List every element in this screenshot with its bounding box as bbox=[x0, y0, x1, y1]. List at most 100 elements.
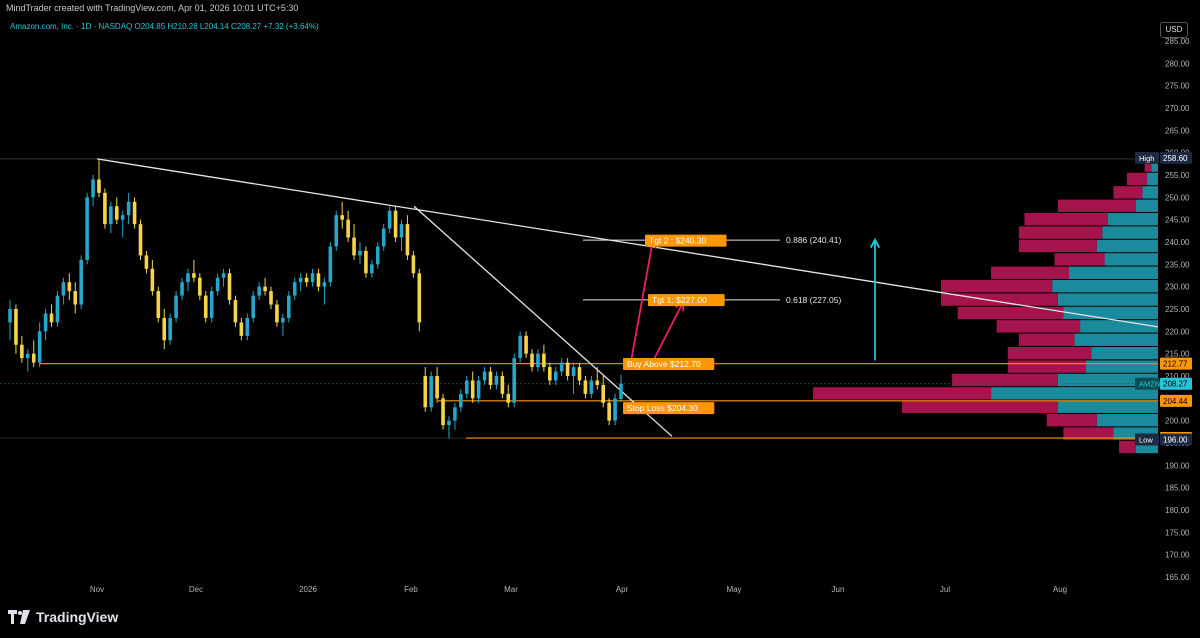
y-tick-label: 220.00 bbox=[1165, 327, 1190, 336]
price-axis: 285.00280.00275.00270.00265.00260.00255.… bbox=[1165, 37, 1190, 582]
candle-body bbox=[411, 255, 416, 274]
upside-arrow-head bbox=[869, 237, 881, 249]
candle-body bbox=[25, 353, 30, 359]
volume-buy-bar bbox=[1068, 266, 1158, 279]
candle-body bbox=[162, 317, 167, 341]
descending-trendline bbox=[96, 158, 1159, 328]
candle-body bbox=[91, 179, 95, 198]
trendlines bbox=[96, 158, 1159, 437]
target1-label-box bbox=[648, 294, 725, 307]
volume-sell-bar bbox=[1018, 226, 1103, 239]
candle-body bbox=[470, 380, 475, 399]
volume-sell-bar bbox=[1018, 333, 1075, 346]
volume-sell-bar bbox=[1144, 159, 1152, 172]
candle-body bbox=[358, 250, 362, 256]
volume-sell-bar bbox=[996, 320, 1081, 333]
candle-body bbox=[251, 295, 256, 318]
candle-body bbox=[150, 268, 155, 292]
y-tick-label: 180.00 bbox=[1165, 506, 1190, 515]
y-tick-label: 270.00 bbox=[1165, 104, 1190, 113]
candle-body bbox=[43, 313, 48, 332]
y-tick-label: 190.00 bbox=[1165, 461, 1190, 470]
steep-trendline bbox=[413, 205, 673, 437]
y-tick-label: 280.00 bbox=[1165, 59, 1190, 68]
candle-body bbox=[375, 246, 380, 265]
symbol-legend[interactable]: Amazon.com, Inc. · 1D · NASDAQ O204.85 H… bbox=[10, 22, 319, 31]
brand-name: TradingView bbox=[36, 609, 119, 625]
candle-body bbox=[61, 282, 66, 296]
volume-buy-bar bbox=[1085, 360, 1158, 373]
candle-body bbox=[346, 219, 350, 238]
candle-body bbox=[103, 192, 107, 225]
volume-sell-bar bbox=[1024, 212, 1108, 226]
x-tick-label: Dec bbox=[189, 585, 203, 594]
candle-body bbox=[577, 367, 582, 381]
volume-buy-bar bbox=[1104, 253, 1158, 266]
price-tag bbox=[1160, 151, 1192, 164]
volume-buy-bar bbox=[1091, 346, 1158, 360]
volume-buy-bar bbox=[1057, 400, 1158, 413]
candle-body bbox=[138, 224, 143, 256]
candle-body bbox=[257, 286, 261, 296]
candlestick-series bbox=[8, 158, 623, 439]
candle-body bbox=[393, 210, 398, 238]
candle-body bbox=[126, 201, 131, 216]
y-tick-label: 215.00 bbox=[1165, 350, 1190, 359]
candle-body bbox=[37, 331, 42, 363]
y-tick-label: 275.00 bbox=[1165, 82, 1190, 91]
target2-arrow bbox=[629, 239, 654, 368]
x-tick-label: Apr bbox=[616, 585, 629, 594]
trade-annotations: Tgt 2 : $240.30 Tgt 1: $227.00 Buy Above $… bbox=[623, 234, 881, 415]
candle-body bbox=[328, 246, 333, 283]
price-tag bbox=[1160, 357, 1192, 370]
candle-body bbox=[524, 335, 528, 354]
price-levels bbox=[0, 158, 1158, 439]
stop-label: Stop Loss $204.30 bbox=[627, 403, 698, 413]
price-tag bbox=[1160, 377, 1192, 390]
brand[interactable]: TradingView bbox=[8, 609, 118, 625]
target2-label: Tgt 2 : $240.30 bbox=[649, 236, 706, 246]
candle-body bbox=[589, 380, 594, 394]
candle-body bbox=[381, 228, 386, 247]
candle-body bbox=[132, 201, 137, 225]
stop-label-box bbox=[623, 402, 715, 415]
x-tick-label: Nov bbox=[90, 585, 104, 594]
candle-body bbox=[227, 273, 232, 301]
y-tick-label: 240.00 bbox=[1165, 238, 1190, 247]
volume-buy-bar bbox=[1057, 293, 1158, 306]
candle-body bbox=[476, 380, 481, 399]
price-tag bbox=[1160, 394, 1192, 407]
volume-profile bbox=[813, 159, 1158, 454]
volume-sell-bar bbox=[1007, 360, 1086, 373]
fib-618-label: 0.618 (227.05) bbox=[786, 295, 841, 305]
candle-body bbox=[601, 384, 606, 403]
volume-sell-bar bbox=[991, 266, 1069, 279]
candle-body bbox=[316, 273, 321, 287]
buy-label: Buy Above $212.70 bbox=[627, 359, 701, 369]
x-tick-label: Mar bbox=[504, 585, 518, 594]
candle-body bbox=[536, 353, 540, 368]
price-tag-label-box bbox=[1135, 151, 1159, 164]
candle-body bbox=[453, 407, 457, 421]
candle-body bbox=[310, 273, 315, 283]
x-tick-label: Jun bbox=[832, 585, 845, 594]
currency-button[interactable]: USD bbox=[1160, 22, 1188, 38]
candle-body bbox=[97, 179, 101, 193]
y-tick-label: 230.00 bbox=[1165, 283, 1190, 292]
candle-body bbox=[156, 291, 161, 318]
volume-buy-bar bbox=[1102, 226, 1158, 239]
candle-body bbox=[548, 367, 552, 381]
candle-body bbox=[304, 277, 309, 283]
volume-sell-bar bbox=[1046, 413, 1097, 427]
candle-body bbox=[518, 335, 522, 359]
candle-body bbox=[209, 291, 214, 318]
buy-label-box bbox=[623, 357, 715, 370]
candle-body bbox=[322, 282, 327, 287]
volume-buy-bar bbox=[1063, 306, 1158, 320]
candle-body bbox=[553, 371, 558, 381]
price-tag-value: 258.60 bbox=[1163, 154, 1188, 163]
candle-body bbox=[441, 398, 445, 426]
candle-body bbox=[233, 300, 238, 323]
candle-body bbox=[215, 277, 220, 292]
